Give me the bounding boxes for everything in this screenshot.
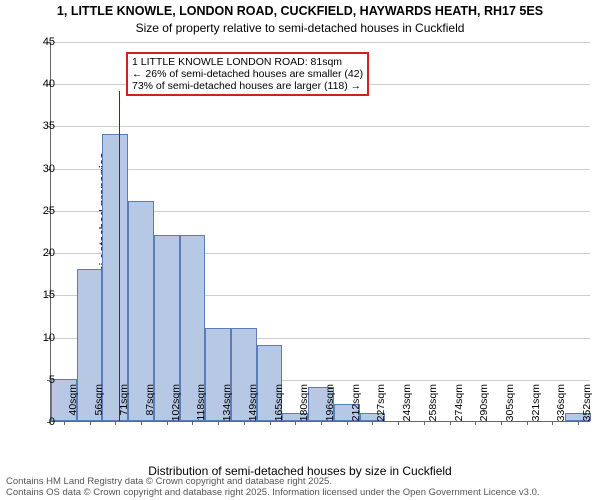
ytick-label: 35 — [25, 120, 55, 132]
annotation-box: 1 LITTLE KNOWLE LONDON ROAD: 81sqm ← 26%… — [126, 52, 369, 96]
xtick-mark — [141, 421, 142, 425]
xtick-mark — [167, 421, 168, 425]
xtick-label: 305sqm — [504, 384, 516, 421]
xtick-mark — [552, 421, 553, 425]
xtick-label: 321sqm — [530, 384, 542, 421]
annotation-line: ← 26% of semi-detached houses are smalle… — [132, 68, 363, 80]
ytick-label: 40 — [25, 78, 55, 90]
ytick-label: 0 — [25, 416, 55, 428]
xtick-mark — [527, 421, 528, 425]
chart-title: 1, LITTLE KNOWLE, LONDON ROAD, CUCKFIELD… — [0, 4, 600, 18]
xtick-label: 165sqm — [273, 384, 285, 421]
ytick-label: 25 — [25, 205, 55, 217]
xtick-label: 134sqm — [221, 384, 233, 421]
xtick-label: 290sqm — [478, 384, 490, 421]
footer-line: Contains OS data © Crown copyright and d… — [6, 488, 540, 498]
xtick-label: 243sqm — [401, 384, 413, 421]
xtick-label: 352sqm — [581, 384, 593, 421]
xtick-label: 180sqm — [298, 384, 310, 421]
histogram-bar — [102, 134, 128, 421]
xtick-label: 196sqm — [324, 384, 336, 421]
ytick-label: 45 — [25, 36, 55, 48]
grid-line — [51, 126, 590, 127]
xtick-label: 227sqm — [375, 384, 387, 421]
xtick-mark — [115, 421, 116, 425]
xtick-label: 149sqm — [247, 384, 259, 421]
xtick-label: 118sqm — [195, 384, 207, 421]
annotation-line: 1 LITTLE KNOWLE LONDON ROAD: 81sqm — [132, 56, 363, 68]
xtick-label: 212sqm — [350, 384, 362, 421]
xtick-mark — [244, 421, 245, 425]
xtick-mark — [270, 421, 271, 425]
xtick-mark — [295, 421, 296, 425]
grid-line — [51, 169, 590, 170]
property-marker-line — [119, 91, 120, 421]
ytick-label: 5 — [25, 374, 55, 386]
xtick-mark — [321, 421, 322, 425]
xtick-mark — [372, 421, 373, 425]
xtick-label: 56sqm — [93, 384, 105, 416]
grid-line — [51, 42, 590, 43]
xtick-label: 102sqm — [170, 384, 182, 421]
ytick-label: 30 — [25, 163, 55, 175]
footer-attribution: Contains HM Land Registry data © Crown c… — [6, 477, 540, 498]
footer-line: Contains HM Land Registry data © Crown c… — [6, 477, 540, 487]
xtick-mark — [450, 421, 451, 425]
xtick-mark — [64, 421, 65, 425]
xtick-label: 336sqm — [555, 384, 567, 421]
xtick-mark — [501, 421, 502, 425]
xtick-mark — [398, 421, 399, 425]
ytick-label: 15 — [25, 289, 55, 301]
xtick-mark — [90, 421, 91, 425]
xtick-mark — [347, 421, 348, 425]
xtick-label: 40sqm — [67, 384, 79, 416]
ytick-label: 10 — [25, 332, 55, 344]
xtick-label: 87sqm — [144, 384, 156, 416]
xtick-label: 274sqm — [453, 384, 465, 421]
xtick-mark — [578, 421, 579, 425]
ytick-label: 20 — [25, 247, 55, 259]
plot-area: 1 LITTLE KNOWLE LONDON ROAD: 81sqm ← 26%… — [50, 42, 590, 422]
annotation-line: 73% of semi-detached houses are larger (… — [132, 80, 363, 92]
xtick-mark — [475, 421, 476, 425]
xtick-mark — [424, 421, 425, 425]
xtick-mark — [192, 421, 193, 425]
xtick-label: 258sqm — [427, 384, 439, 421]
xtick-mark — [218, 421, 219, 425]
chart-subtitle: Size of property relative to semi-detach… — [0, 21, 600, 35]
